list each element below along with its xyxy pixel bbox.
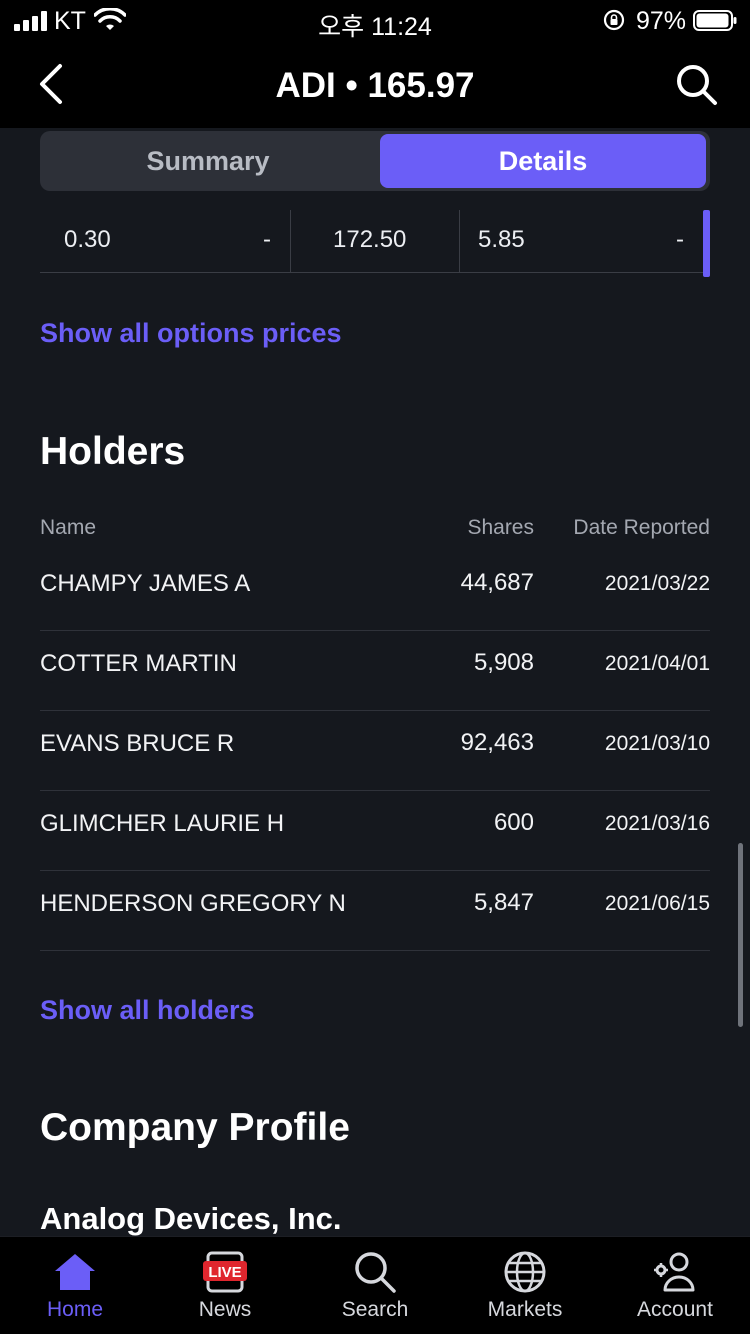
tab-search-label: Search [341,1298,409,1321]
option-strike: 172.50 [333,226,407,253]
status-bar: KT 오후 11:24 97% [0,0,750,44]
tab-summary[interactable]: Summary [146,146,270,176]
carrier-label: KT [54,7,86,35]
tab-account-label: Account [637,1298,713,1321]
orientation-lock-icon [603,9,625,31]
holder-name: GLIMCHER LAURIE H [40,810,285,837]
tab-news[interactable]: LIVE News [150,1237,300,1334]
holders-table-header: Name Shares Date Reported [40,516,710,546]
tab-search[interactable]: Search [300,1237,450,1334]
signal-icon [14,11,47,31]
tab-bar: Home LIVE News Search Markets [0,1236,750,1334]
tab-home-label: Home [46,1298,104,1321]
tab-news-label: News [198,1298,252,1321]
status-time: 오후 11:24 [318,13,432,41]
page-title: ADI • 165.97 [275,66,475,105]
holder-date: 2021/03/22 [604,572,710,595]
option-value-5: - [676,226,684,253]
holder-shares: 600 [493,809,534,836]
holder-row: CHAMPY JAMES A 44,687 2021/03/22 [40,551,710,631]
column-divider [290,210,291,272]
holder-name: COTTER MARTIN [40,650,237,677]
holder-row: EVANS BRUCE R 92,463 2021/03/10 [40,711,710,791]
battery-percent: 97% [636,7,687,35]
option-value-2: - [263,226,271,253]
holder-name: EVANS BRUCE R [40,730,235,757]
live-badge-text: LIVE [208,1264,241,1281]
holder-date: 2021/06/15 [604,892,710,915]
show-all-options-link[interactable]: Show all options prices [40,318,342,348]
scrollbar[interactable] [738,843,743,1027]
chevron-left-icon[interactable] [36,62,66,106]
search-icon [355,1252,396,1293]
segmented-control: Summary Details [40,131,710,191]
tab-markets[interactable]: Markets [450,1237,600,1334]
company-name: Analog Devices, Inc. [40,1201,342,1236]
column-name-header: Name [40,516,97,539]
options-scroll-indicator [703,210,710,277]
news-live-icon: LIVE [203,1251,247,1293]
holder-shares: 5,908 [473,649,534,676]
show-all-holders-link[interactable]: Show all holders [40,995,255,1025]
company-profile-title: Company Profile [40,1106,350,1149]
option-value-1: 0.30 [64,226,111,253]
battery-icon [693,10,737,31]
holder-row: GLIMCHER LAURIE H 600 2021/03/16 [40,791,710,871]
holder-date: 2021/03/16 [604,812,710,835]
holder-name: HENDERSON GREGORY N [40,890,346,917]
wifi-icon [94,8,126,30]
holder-row: COTTER MARTIN 5,908 2021/04/01 [40,631,710,711]
holder-date: 2021/04/01 [604,652,710,675]
account-icon [654,1252,695,1292]
home-icon [55,1254,95,1290]
holders-title: Holders [40,430,186,473]
options-price-row: 0.30 - 172.50 5.85 - [40,210,710,273]
nav-header: ADI • 165.97 [0,44,750,128]
holder-shares: 44,687 [460,569,534,596]
column-shares-header: Shares [467,516,534,539]
tab-markets-label: Markets [487,1298,563,1321]
option-value-4: 5.85 [478,226,525,253]
holder-name: CHAMPY JAMES A [40,570,251,597]
search-icon[interactable] [676,64,718,106]
globe-icon [504,1251,546,1293]
holder-shares: 92,463 [460,729,534,756]
tab-account[interactable]: Account [600,1237,750,1334]
tab-details[interactable]: Details [380,134,706,188]
column-divider [459,210,460,272]
holder-shares: 5,847 [473,889,534,916]
tab-home[interactable]: Home [0,1237,150,1334]
holder-date: 2021/03/10 [604,732,710,755]
holder-row: HENDERSON GREGORY N 5,847 2021/06/15 [40,871,710,951]
column-date-header: Date Reported [573,516,710,539]
